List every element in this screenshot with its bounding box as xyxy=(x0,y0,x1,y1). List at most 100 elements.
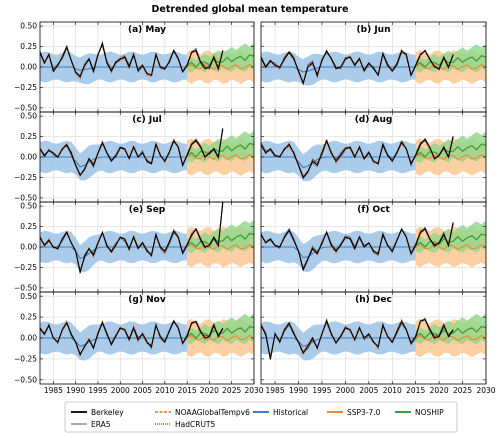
berkeley-line xyxy=(40,202,224,274)
historical-band xyxy=(40,230,188,273)
panel-title: (d) Aug xyxy=(355,115,393,125)
legend-label-historical: Historical xyxy=(273,408,308,417)
x-tick-label: 2020 xyxy=(200,386,219,395)
x-tick-label: 2030 xyxy=(476,386,495,395)
panel-plot-area xyxy=(40,112,254,202)
x-tick-label: 1990 xyxy=(289,386,308,395)
panel-4: (d) Aug xyxy=(260,111,487,203)
y-tick-label: 0.50 xyxy=(20,22,37,31)
panel-title: (b) Jun xyxy=(357,25,391,35)
x-tick-label: 2025 xyxy=(453,386,472,395)
x-tick-label: 2005 xyxy=(359,386,378,395)
y-tick-label: −0.25 xyxy=(14,173,37,182)
panel-title: (a) May xyxy=(128,25,166,35)
y-tick-label: 0.00 xyxy=(20,153,37,162)
panel-plot-area xyxy=(261,202,486,292)
x-tick-label: 1990 xyxy=(66,386,85,395)
y-tick-label: 0.25 xyxy=(20,313,37,322)
y-tick-label: 0.50 xyxy=(20,202,37,211)
x-tick-label: 1985 xyxy=(266,386,285,395)
y-tick-label: −0.50 xyxy=(14,284,37,293)
panel-title: (g) Nov xyxy=(128,295,166,305)
panel-plot-area xyxy=(261,112,486,202)
berkeley-line xyxy=(40,128,224,177)
ssp370-mean-line xyxy=(415,63,486,71)
y-tick-label: −0.50 xyxy=(14,375,37,384)
noship-mean-line xyxy=(415,143,486,158)
y-tick-label: 0.25 xyxy=(20,222,37,231)
panel-title: (e) Sep xyxy=(129,205,166,215)
legend-label-noaa: NOAAGlobalTempv6 xyxy=(175,408,250,417)
panel-plot-area xyxy=(261,292,486,384)
legend-label-ssp370: SSP3-7.0 xyxy=(347,408,381,417)
noship-mean-line xyxy=(415,233,486,248)
x-tick-label: 2030 xyxy=(244,386,263,395)
x-tick-label: 2015 xyxy=(178,386,197,395)
berkeley-line xyxy=(40,42,224,78)
figure-title: Detrended global mean temperature xyxy=(152,4,349,15)
ssp370-mean-line xyxy=(415,153,486,161)
panels-group: −0.50 −0.25 0.00 0.25 0.50 (a) May (b) Jun −0.5… xyxy=(14,21,496,395)
noship-mean-line xyxy=(186,142,254,158)
x-tick-label: 2020 xyxy=(430,386,449,395)
y-tick-label: 0.00 xyxy=(20,243,37,252)
x-tick-label: 1985 xyxy=(44,386,63,395)
panel-title: (f) Oct xyxy=(357,205,390,215)
y-tick-label: −0.25 xyxy=(14,263,37,272)
panel-7: −0.50 −0.25 0.00 0.25 0.50 (g) Nov 1985 1990 199… xyxy=(14,291,264,395)
panel-plot-area xyxy=(40,202,254,292)
historical-band xyxy=(261,140,416,182)
y-tick-label: 0.50 xyxy=(20,112,37,121)
legend-label-era5: ERA5 xyxy=(91,420,111,429)
x-tick-label: 2000 xyxy=(336,386,355,395)
y-tick-label: −0.50 xyxy=(14,104,37,113)
x-tick-label: 2005 xyxy=(133,386,152,395)
y-tick-label: 0.25 xyxy=(20,42,37,51)
panel-2: (b) Jun xyxy=(260,21,487,113)
ssp370-mean-line xyxy=(415,243,486,251)
panel-1: −0.50 −0.25 0.00 0.25 0.50 (a) May xyxy=(14,21,255,113)
berkeley-line xyxy=(40,320,224,357)
legend-label-hadcrut: HadCRUT5 xyxy=(175,420,216,429)
panel-8: (h) Dec 1985 1990 1995 2000 2005 2010 2015 2020 2… xyxy=(260,291,496,395)
y-tick-label: −0.25 xyxy=(14,83,37,92)
panel-title: (c) Jul xyxy=(132,115,162,125)
ssp370-mean-line xyxy=(186,63,254,71)
historical-band xyxy=(261,230,416,273)
x-tick-label: 1995 xyxy=(88,386,107,395)
historical-mean-line xyxy=(40,156,188,168)
berkeley-line xyxy=(261,136,454,179)
y-tick-label: 0.00 xyxy=(20,63,37,72)
legend-frame xyxy=(64,401,458,433)
ssp370-mean-line xyxy=(186,334,254,342)
panel-6: (f) Oct xyxy=(260,201,487,293)
y-tick-label: 0.00 xyxy=(20,334,37,343)
x-tick-label: 1995 xyxy=(312,386,331,395)
y-tick-label: 0.25 xyxy=(20,132,37,141)
y-tick-label: −0.50 xyxy=(14,194,37,203)
historical-band xyxy=(40,140,188,181)
historical-band xyxy=(261,321,416,361)
berkeley-line xyxy=(261,318,454,360)
panel-plot-area xyxy=(261,22,486,112)
x-tick-label: 2025 xyxy=(222,386,241,395)
panel-plot-area xyxy=(40,292,254,384)
berkeley-line xyxy=(261,222,454,272)
ssp370-mean-line xyxy=(415,334,486,342)
x-tick-label: 2010 xyxy=(383,386,402,395)
x-tick-label: 2015 xyxy=(406,386,425,395)
y-tick-label: 0.50 xyxy=(20,292,37,301)
panel-plot-area xyxy=(40,22,254,112)
y-tick-label: −0.25 xyxy=(14,355,37,364)
legend-label-noship: NOSHIP xyxy=(415,408,444,417)
ssp370-mean-line xyxy=(186,243,254,251)
panel-3: −0.50 −0.25 0.00 0.25 0.50 (c) Jul xyxy=(14,111,255,203)
x-tick-label: 2010 xyxy=(155,386,174,395)
panel-title: (h) Dec xyxy=(355,295,392,305)
legend: Berkeley ERA5 NOAAGlobalTempv6 HadCRUT5 Hist… xyxy=(64,401,458,433)
panel-5: −0.50 −0.25 0.00 0.25 0.50 (e) Sep xyxy=(14,201,255,293)
berkeley-line xyxy=(261,49,454,86)
legend-label-berkeley: Berkeley xyxy=(91,408,124,417)
x-tick-label: 2000 xyxy=(111,386,130,395)
